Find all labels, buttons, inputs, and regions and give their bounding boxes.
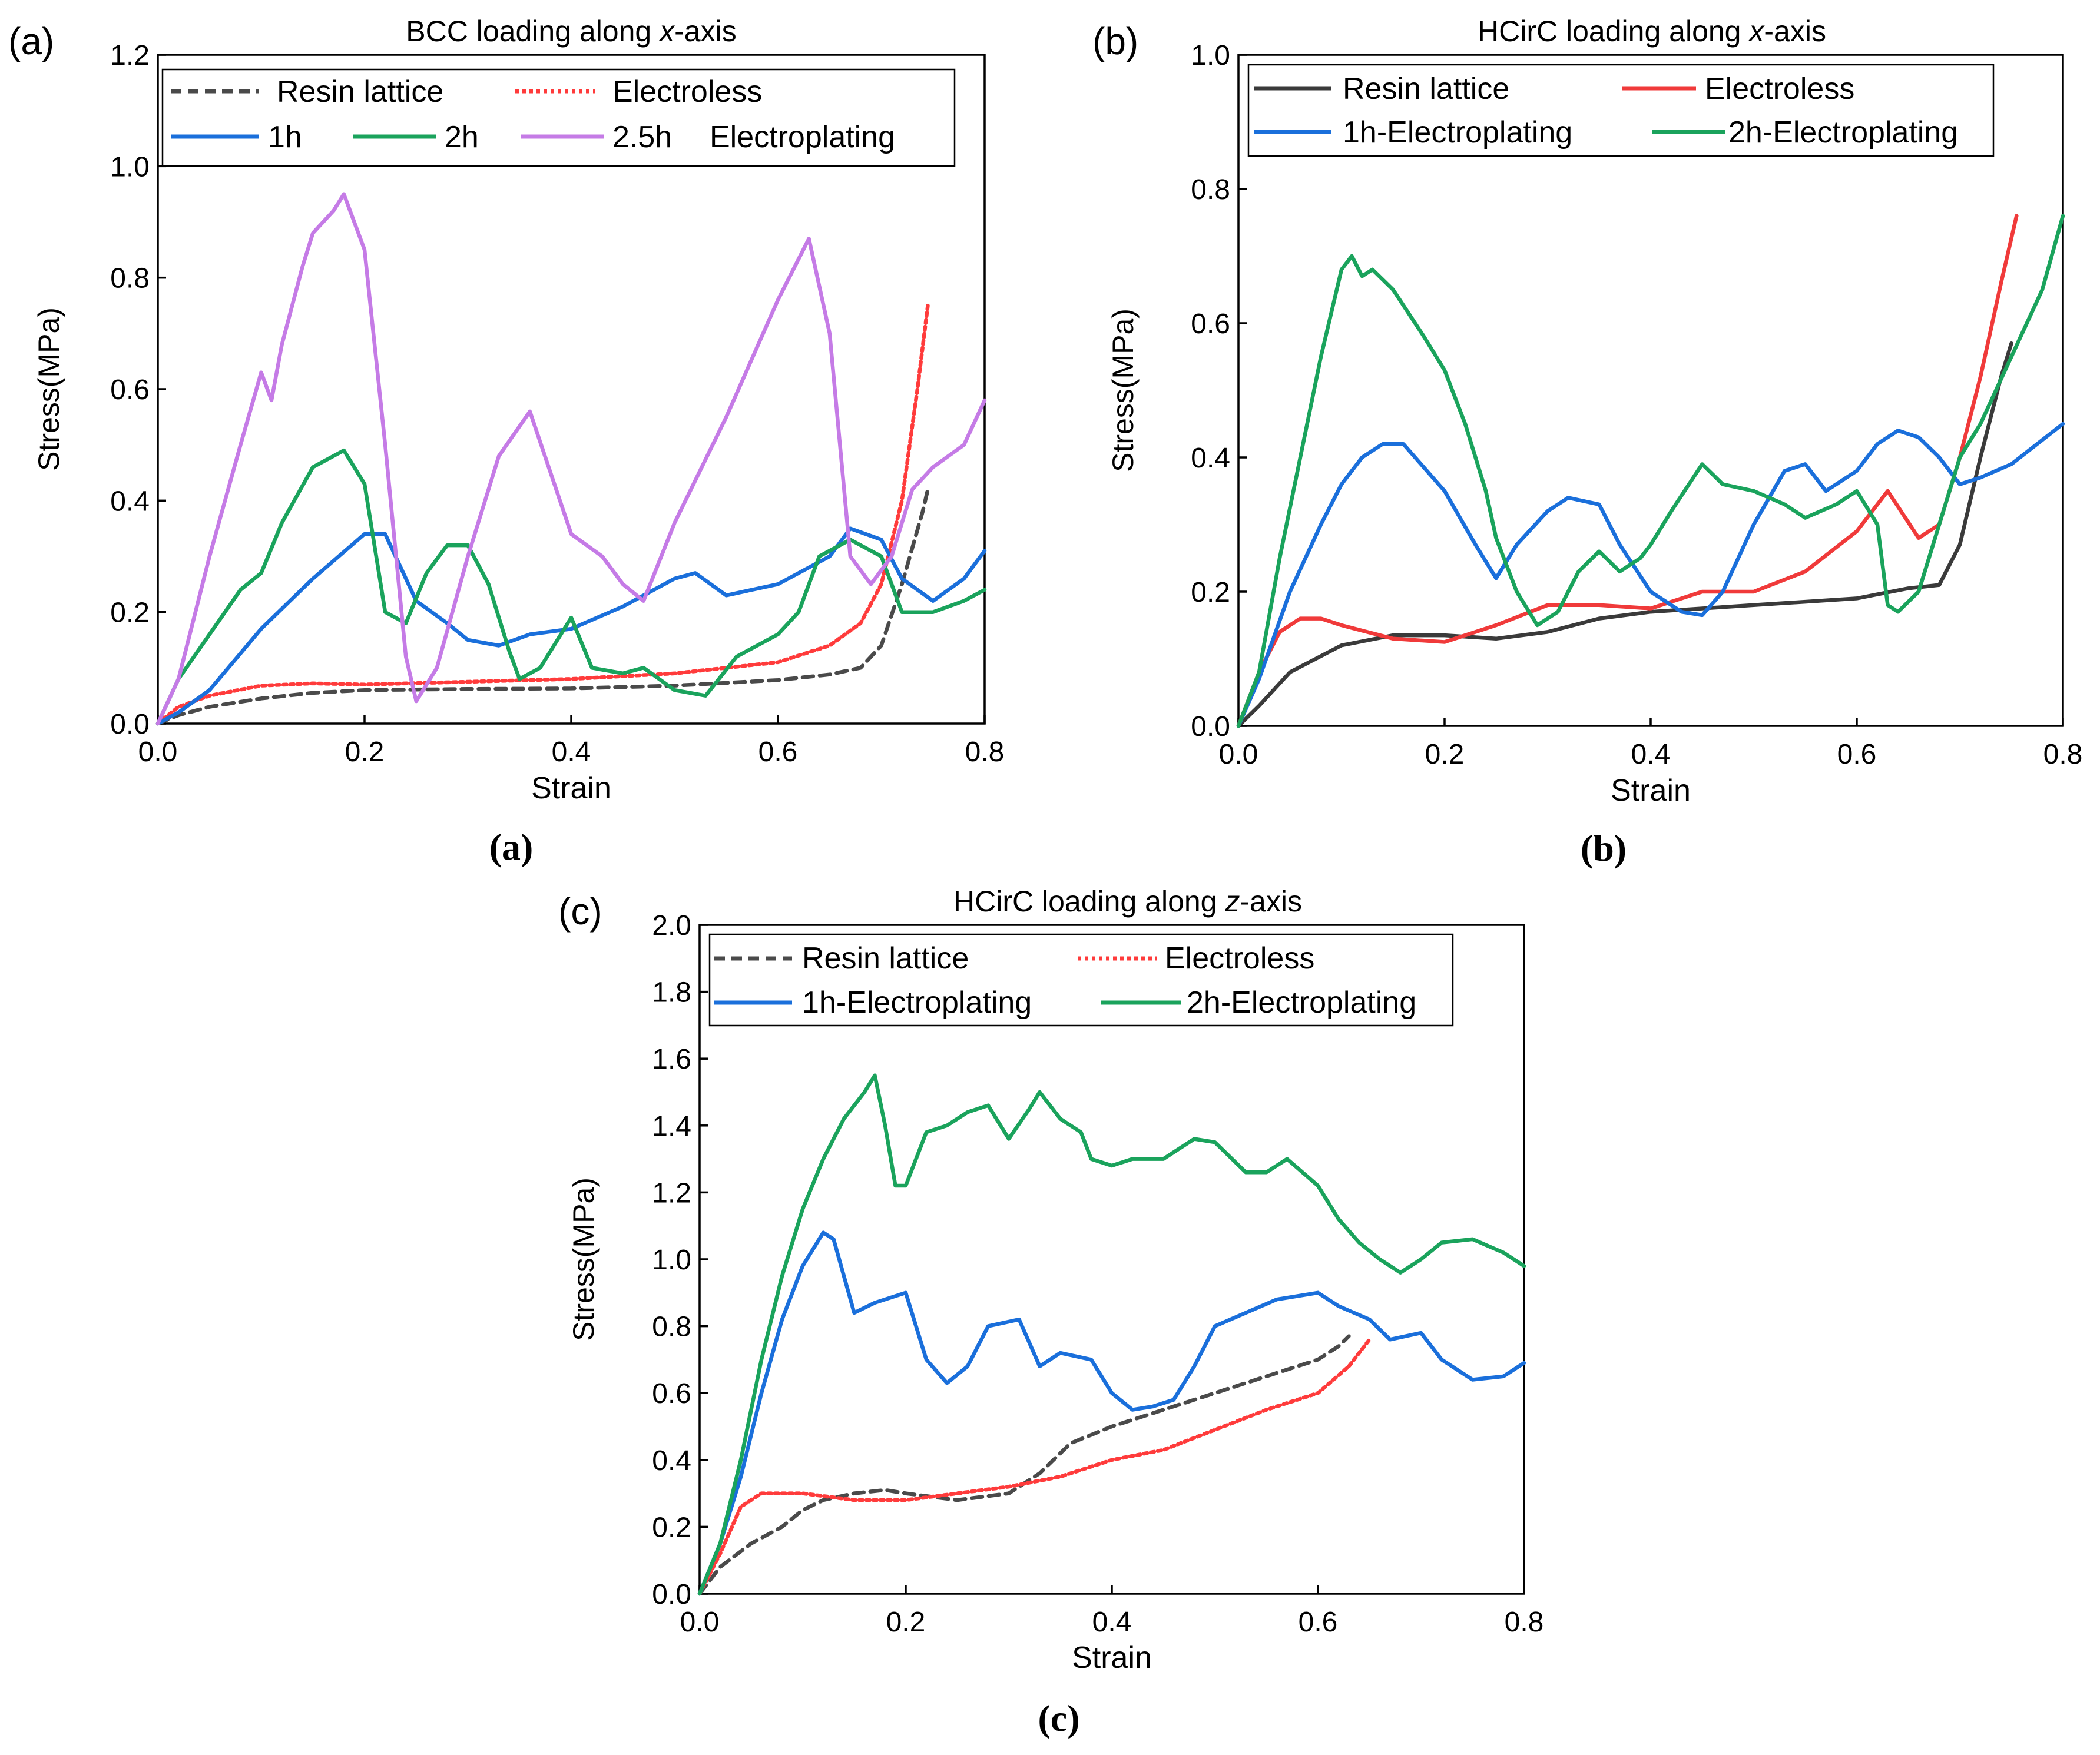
panel-a-x-tick-label: 0.4 — [552, 736, 591, 768]
panel-b-title: HCirC loading along x-axis — [1478, 15, 1826, 48]
panel-c-label: (c) — [558, 890, 602, 933]
legend-label-resin-lattice: Resin lattice — [277, 75, 443, 109]
panel-c-y-axis-label: Stress(MPa) — [567, 1177, 600, 1341]
panel-c-series-1h-electroplating — [697, 1230, 1526, 1596]
panel-b-x-tick-label: 0.0 — [1219, 739, 1258, 770]
panel-c-y-axis: 0.0 0.2 0.4 0.6 0.8 1.0 1.2 1.4 1.6 1.8 2.0 — [652, 910, 708, 1610]
panel-c-y-tick-label: 2.0 — [652, 910, 691, 941]
panel-b-label: (b) — [1092, 20, 1138, 62]
legend-label-electroless: Electroless — [612, 75, 762, 109]
panel-b-series — [1236, 214, 2065, 728]
panel-b-series-2h-electroplating — [1236, 214, 2065, 728]
legend-b-label-1h: 1h-Electroplating — [1343, 115, 1572, 150]
panel-b: (b) HCirC loading along x-axis 0.0 0.2 0.4… — [1092, 15, 2082, 869]
panel-c-caption: (c) — [1038, 1697, 1079, 1739]
panel-c-y-tick-label: 1.8 — [652, 977, 691, 1008]
panel-a-series-1h — [155, 526, 987, 726]
panel-c-series-resin-lattice — [697, 1334, 1351, 1596]
panel-c-x-tick-label: 0.6 — [1299, 1607, 1338, 1638]
panel-a-y-tick-label: 0.8 — [110, 263, 150, 294]
panel-b-x-tick-label: 0.6 — [1837, 739, 1877, 770]
panel-b-x-axis-label: Strain — [1611, 774, 1691, 808]
panel-c-series — [697, 1073, 1526, 1596]
panel-b-y-tick-label: 0.8 — [1191, 174, 1230, 205]
panel-a-caption: ((a)a) — [489, 826, 534, 868]
panel-a-legend: Resin lattice Electroless 1h 2h 2.5h Ele… — [161, 68, 956, 167]
panel-c-y-tick-label: 0.2 — [652, 1512, 691, 1543]
panel-a-series-2-5h — [155, 192, 987, 726]
panel-a-x-tick-label: 0.6 — [758, 736, 798, 768]
panel-a-y-tick-label: 1.0 — [110, 151, 150, 183]
panel-c-y-tick-label: 1.4 — [652, 1111, 691, 1142]
panel-b-legend: Resin lattice Electroless 1h-Electroplat… — [1247, 64, 1995, 157]
panel-c-title: HCirC loading along z-axis — [953, 885, 1302, 918]
panel-a-y-tick-label: 0.0 — [110, 709, 150, 740]
panel-a-x-tick-label: 0.8 — [965, 736, 1005, 768]
panel-a-series-2h — [155, 448, 987, 726]
panel-c-legend: Resin lattice Electroless 1h-Electroplat… — [708, 933, 1454, 1027]
panel-a-y-tick-label: 0.6 — [110, 374, 150, 406]
panel-a: (a) BCC loading along x-axis 0.00.20.40.… — [8, 15, 1004, 868]
panel-a-y-tick-label: 0.2 — [110, 598, 150, 629]
panel-b-y-tick-label: 0.2 — [1191, 577, 1230, 608]
panel-c-x-tick-label: 0.8 — [1505, 1607, 1544, 1638]
panel-c-series-electroless — [697, 1338, 1372, 1596]
panel-b-y-tick-label: 0.4 — [1191, 443, 1230, 474]
legend-b-label-2h: 2h-Electroplating — [1728, 115, 1958, 150]
panel-a-y-tick-label: 1.2 — [110, 40, 150, 71]
panel-a-x-tick-label: 0.0 — [138, 736, 178, 768]
panel-a-y-axis-label: Stress(MPa) — [32, 307, 65, 471]
legend-b-label-resin-lattice: Resin lattice — [1343, 72, 1509, 106]
panel-a-title: BCC loading along x-axis — [406, 15, 736, 48]
panel-b-y-axis-label: Stress(MPa) — [1107, 308, 1140, 472]
legend-c-label-1h: 1h-Electroplating — [802, 986, 1032, 1020]
panel-b-y-tick-label: 0.6 — [1191, 308, 1230, 340]
panel-c-legend-box — [708, 933, 1454, 1027]
panel-c-series-2h-electroplating — [697, 1073, 1526, 1596]
panel-c: (c) HCirC loading along z-axis 0.0 0.2 0.4… — [558, 885, 1543, 1739]
panel-a-legend-box — [161, 68, 956, 167]
panel-b-series-electroless — [1236, 214, 2019, 728]
panel-a-y-axis: 0.0 0.2 0.4 0.6 0.8 1.0 1.2 — [110, 40, 166, 740]
panel-a-x-axis-label: Strain — [531, 771, 611, 805]
panel-c-x-axis: 0.0 0.2 0.4 0.6 0.8 — [680, 1585, 1544, 1638]
legend-b-label-electroless: Electroless — [1705, 72, 1854, 106]
panel-b-x-axis: 0.0 0.2 0.4 0.6 0.8 — [1219, 718, 2083, 770]
legend-label-2h: 2h — [445, 120, 479, 154]
legend-c-label-resin-lattice: Resin lattice — [802, 941, 969, 976]
panel-b-y-tick-label: 0.0 — [1191, 711, 1230, 742]
panel-a-series — [155, 192, 987, 726]
legend-c-label-2h: 2h-Electroplating — [1187, 986, 1416, 1020]
panel-b-x-tick-label: 0.8 — [2043, 739, 2083, 770]
panel-c-y-tick-label: 0.8 — [652, 1312, 691, 1343]
panel-b-series-1h-electroplating — [1236, 422, 2065, 728]
panel-c-x-axis-label: Strain — [1072, 1641, 1152, 1675]
panel-b-x-tick-label: 0.2 — [1425, 739, 1465, 770]
panel-c-y-tick-label: 1.0 — [652, 1245, 691, 1276]
legend-c-label-electroless: Electroless — [1165, 941, 1314, 976]
legend-label-electroplating: Electroplating — [710, 120, 895, 154]
panel-a-x-tick-label: 0.2 — [345, 736, 385, 768]
panel-c-y-tick-label: 0.0 — [652, 1579, 691, 1610]
panel-c-x-tick-label: 0.2 — [886, 1607, 926, 1638]
panel-a-series-resin-lattice — [155, 487, 930, 726]
panel-a-y-tick-label: 0.4 — [110, 486, 150, 517]
panel-c-x-tick-label: 0.4 — [1092, 1607, 1132, 1638]
legend-label-2-5h: 2.5h — [612, 120, 672, 154]
panel-b-x-tick-label: 0.4 — [1631, 739, 1671, 770]
panel-c-y-tick-label: 1.6 — [652, 1044, 691, 1075]
panel-b-legend-box — [1247, 64, 1995, 157]
panel-c-y-tick-label: 0.4 — [652, 1445, 691, 1477]
panel-c-y-tick-label: 1.2 — [652, 1177, 691, 1209]
panel-b-series-resin-lattice — [1236, 341, 2013, 728]
legend-label-1h: 1h — [268, 120, 302, 154]
panel-b-y-axis: 0.0 0.2 0.4 0.6 0.8 1.0 — [1191, 40, 1247, 742]
panel-a-label: (a) — [8, 20, 54, 62]
panel-b-y-tick-label: 1.0 — [1191, 40, 1230, 71]
panel-c-x-tick-label: 0.0 — [680, 1607, 720, 1638]
panel-b-caption: (b) — [1581, 827, 1627, 869]
panel-a-x-axis: 0.0 0.2 0.4 0.6 0.8 — [138, 715, 1005, 768]
panel-c-y-tick-label: 0.6 — [652, 1378, 691, 1409]
